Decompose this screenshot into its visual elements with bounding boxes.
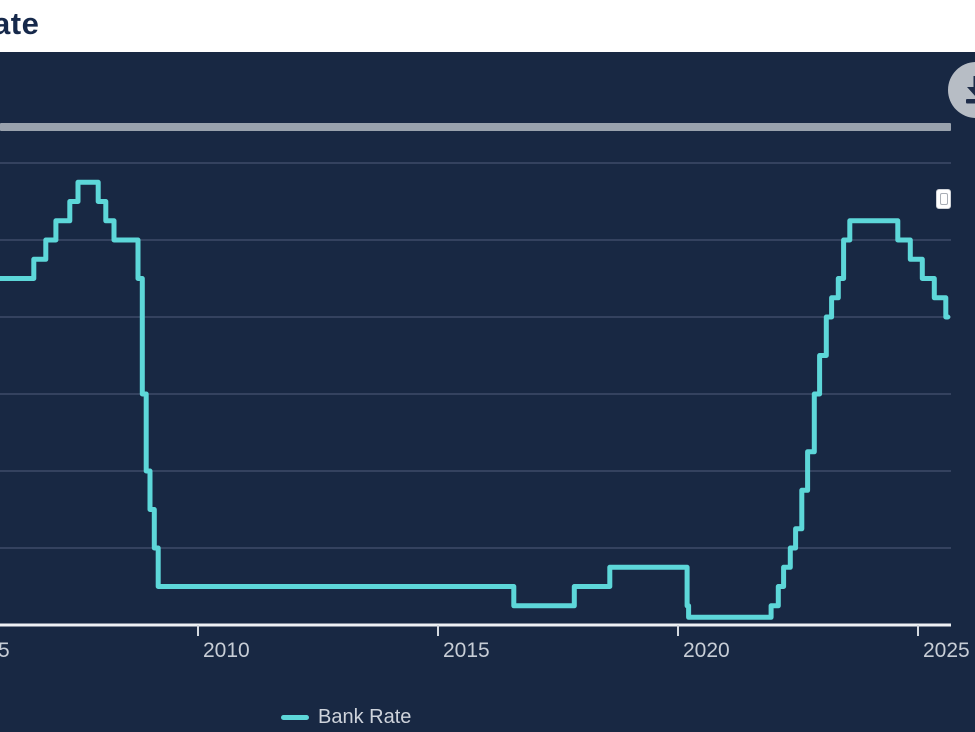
- bank-rate-line: [0, 179, 951, 620]
- chart-panel: 2005 2010 2015 2020 2025 Bank Rate: [0, 52, 975, 732]
- page-title: ate: [0, 6, 40, 41]
- download-icon: [966, 76, 975, 104]
- x-axis-label: 2015: [443, 639, 490, 662]
- legend-swatch-bank-rate: [281, 714, 309, 720]
- scrollbar-grip-icon: [939, 193, 948, 205]
- x-axis-label: 2025: [923, 639, 970, 662]
- title-bar: ate: [0, 0, 975, 52]
- legend-label: Bank Rate: [318, 705, 412, 728]
- chart-scrollbar-handle[interactable]: [936, 189, 951, 209]
- x-axis-label: 2005: [0, 639, 10, 662]
- x-axis-label: 2010: [203, 639, 250, 662]
- chart-plot-area[interactable]: [0, 52, 975, 732]
- legend-item-bank-rate[interactable]: Bank Rate: [281, 704, 411, 730]
- x-axis-label: 2020: [683, 639, 730, 662]
- chart-scrollbar-track[interactable]: [0, 123, 951, 209]
